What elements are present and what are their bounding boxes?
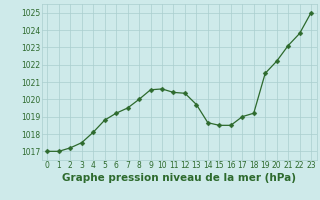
- X-axis label: Graphe pression niveau de la mer (hPa): Graphe pression niveau de la mer (hPa): [62, 173, 296, 183]
